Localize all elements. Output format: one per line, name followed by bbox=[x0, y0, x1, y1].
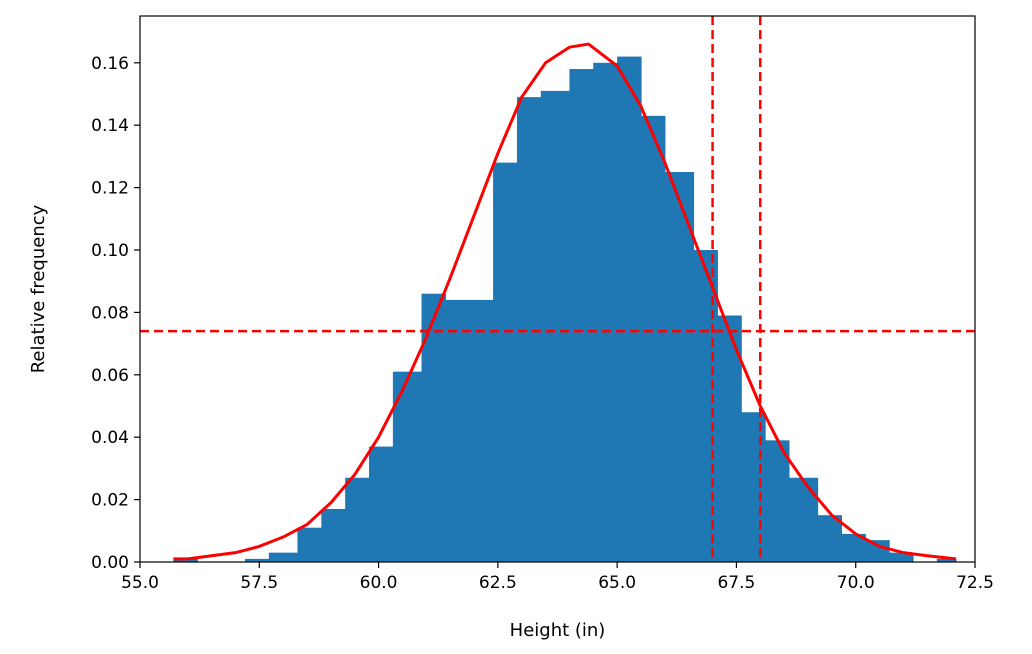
density-curve-line bbox=[173, 42, 957, 561]
y-tick-label: 0.02 bbox=[91, 491, 129, 511]
y-axis-ticks: 0.00 0.02 0.04 0.06 0.08 0.10 0.12 0.14 0.16 bbox=[91, 54, 140, 573]
y-tick-label: 0.12 bbox=[91, 179, 129, 199]
y-tick-label: 0.04 bbox=[91, 428, 129, 448]
histogram-bar-5 bbox=[297, 527, 322, 562]
histogram-bar-18 bbox=[617, 56, 642, 562]
y-tick-label: 0.14 bbox=[91, 116, 129, 136]
histogram-bar-19 bbox=[641, 115, 666, 562]
histogram-bar-0 bbox=[173, 558, 198, 562]
histogram-bar-20 bbox=[664, 172, 695, 562]
x-tick-label: 55.0 bbox=[121, 573, 159, 593]
histogram-bar-4 bbox=[268, 552, 299, 562]
histogram-bar-17 bbox=[593, 62, 618, 562]
density-curve-layer bbox=[173, 42, 957, 561]
x-axis-ticks: 55.0 57.5 60.0 62.5 65.0 67.5 70.0 72.5 bbox=[121, 562, 994, 593]
histogram-bar-7 bbox=[345, 477, 370, 562]
x-tick-label: 70.0 bbox=[837, 573, 875, 593]
histogram-bar-15 bbox=[540, 90, 571, 562]
histogram-bar-31 bbox=[936, 558, 957, 562]
plot-frame bbox=[139, 15, 976, 563]
y-tick-label: 0.00 bbox=[91, 553, 129, 573]
x-tick-label: 72.5 bbox=[956, 573, 994, 593]
y-tick-label: 0.06 bbox=[91, 366, 129, 386]
histogram-bar-29 bbox=[889, 552, 914, 562]
x-tick-label: 57.5 bbox=[240, 573, 278, 593]
histogram-bar-25 bbox=[788, 477, 819, 562]
histogram-bar-8 bbox=[369, 446, 394, 562]
histogram-bars bbox=[173, 56, 957, 562]
x-tick-label: 60.0 bbox=[360, 573, 398, 593]
histogram-bar-24 bbox=[765, 440, 790, 562]
histogram-bar-3 bbox=[244, 558, 270, 562]
histogram-bar-12 bbox=[469, 299, 494, 562]
histogram-bar-16 bbox=[569, 69, 594, 562]
y-axis-label: Relative frequency bbox=[28, 204, 49, 373]
y-tick-label: 0.10 bbox=[91, 241, 129, 261]
reference-lines bbox=[140, 16, 975, 562]
x-axis-label: Height (in) bbox=[510, 620, 606, 641]
y-tick-label: 0.08 bbox=[91, 303, 129, 323]
histogram-bar-14 bbox=[516, 97, 542, 562]
x-tick-label: 62.5 bbox=[479, 573, 517, 593]
x-tick-label: 65.0 bbox=[598, 573, 636, 593]
histogram-bar-13 bbox=[493, 162, 518, 562]
y-tick-label: 0.16 bbox=[91, 54, 129, 74]
histogram-bar-11 bbox=[445, 299, 470, 562]
histogram-bar-9 bbox=[392, 371, 423, 562]
histogram-bar-21 bbox=[693, 250, 718, 562]
histogram-bar-6 bbox=[321, 508, 346, 562]
histogram-bar-10 bbox=[421, 293, 446, 562]
histogram-bar-28 bbox=[865, 540, 890, 562]
histogram-bar-26 bbox=[817, 515, 842, 562]
x-tick-label: 67.5 bbox=[717, 573, 755, 593]
histogram-bar-23 bbox=[741, 412, 766, 562]
